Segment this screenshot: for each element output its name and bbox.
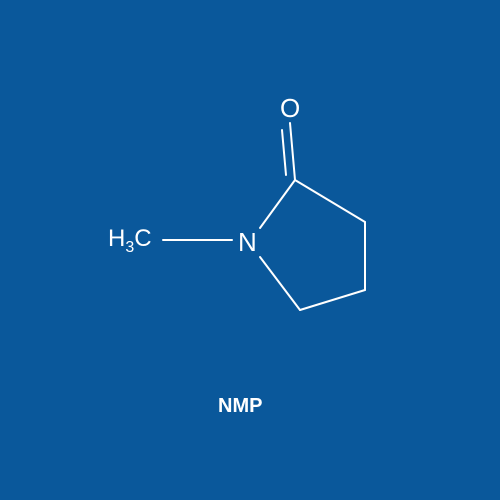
nitrogen-label: N bbox=[238, 227, 257, 258]
methyl-label: H3C bbox=[108, 225, 152, 257]
compound-title: NMP bbox=[218, 395, 262, 418]
oxygen-label: O bbox=[280, 93, 300, 124]
chemical-diagram-container: H3C N O NMP bbox=[0, 0, 500, 500]
